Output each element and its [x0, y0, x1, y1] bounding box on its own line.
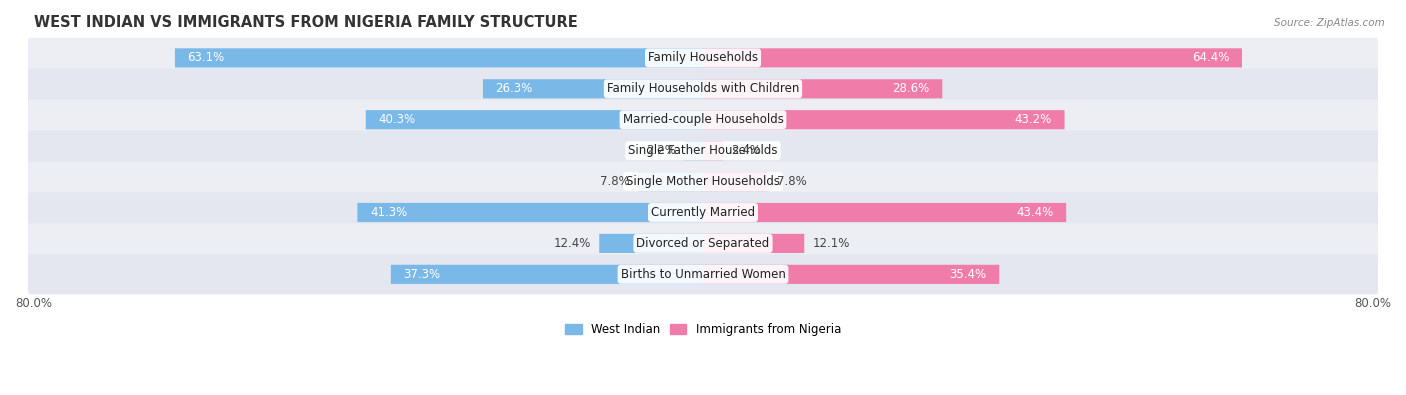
Text: Source: ZipAtlas.com: Source: ZipAtlas.com — [1274, 18, 1385, 28]
Text: 41.3%: 41.3% — [370, 206, 408, 219]
Text: 40.3%: 40.3% — [378, 113, 415, 126]
Text: 2.4%: 2.4% — [731, 144, 761, 157]
Text: 28.6%: 28.6% — [893, 82, 929, 95]
Text: 12.1%: 12.1% — [813, 237, 851, 250]
FancyBboxPatch shape — [599, 234, 703, 253]
FancyBboxPatch shape — [703, 234, 804, 253]
Text: 7.8%: 7.8% — [599, 175, 630, 188]
FancyBboxPatch shape — [703, 265, 1000, 284]
FancyBboxPatch shape — [366, 110, 703, 129]
FancyBboxPatch shape — [482, 79, 703, 98]
Text: 37.3%: 37.3% — [404, 268, 440, 281]
Text: 35.4%: 35.4% — [949, 268, 987, 281]
FancyBboxPatch shape — [28, 69, 1378, 109]
Text: 43.2%: 43.2% — [1015, 113, 1052, 126]
FancyBboxPatch shape — [703, 79, 942, 98]
FancyBboxPatch shape — [703, 141, 723, 160]
Text: 26.3%: 26.3% — [495, 82, 533, 95]
FancyBboxPatch shape — [638, 172, 703, 191]
FancyBboxPatch shape — [703, 172, 768, 191]
FancyBboxPatch shape — [391, 265, 703, 284]
FancyBboxPatch shape — [174, 48, 703, 68]
FancyBboxPatch shape — [28, 162, 1378, 202]
Text: Single Father Households: Single Father Households — [628, 144, 778, 157]
FancyBboxPatch shape — [28, 223, 1378, 263]
FancyBboxPatch shape — [28, 100, 1378, 140]
FancyBboxPatch shape — [703, 203, 1066, 222]
Text: 63.1%: 63.1% — [187, 51, 225, 64]
Text: 12.4%: 12.4% — [554, 237, 591, 250]
FancyBboxPatch shape — [357, 203, 703, 222]
Text: Married-couple Households: Married-couple Households — [623, 113, 783, 126]
FancyBboxPatch shape — [28, 192, 1378, 233]
FancyBboxPatch shape — [28, 254, 1378, 294]
FancyBboxPatch shape — [685, 141, 703, 160]
Text: Family Households with Children: Family Households with Children — [607, 82, 799, 95]
FancyBboxPatch shape — [703, 110, 1064, 129]
Legend: West Indian, Immigrants from Nigeria: West Indian, Immigrants from Nigeria — [560, 318, 846, 340]
FancyBboxPatch shape — [28, 131, 1378, 171]
Text: Divorced or Separated: Divorced or Separated — [637, 237, 769, 250]
Text: 2.2%: 2.2% — [647, 144, 676, 157]
Text: Currently Married: Currently Married — [651, 206, 755, 219]
Text: WEST INDIAN VS IMMIGRANTS FROM NIGERIA FAMILY STRUCTURE: WEST INDIAN VS IMMIGRANTS FROM NIGERIA F… — [34, 15, 578, 30]
Text: 64.4%: 64.4% — [1192, 51, 1229, 64]
Text: Single Mother Households: Single Mother Households — [626, 175, 780, 188]
Text: Births to Unmarried Women: Births to Unmarried Women — [620, 268, 786, 281]
Text: 43.4%: 43.4% — [1017, 206, 1053, 219]
FancyBboxPatch shape — [28, 38, 1378, 78]
FancyBboxPatch shape — [703, 48, 1241, 68]
Text: 7.8%: 7.8% — [776, 175, 807, 188]
Text: Family Households: Family Households — [648, 51, 758, 64]
